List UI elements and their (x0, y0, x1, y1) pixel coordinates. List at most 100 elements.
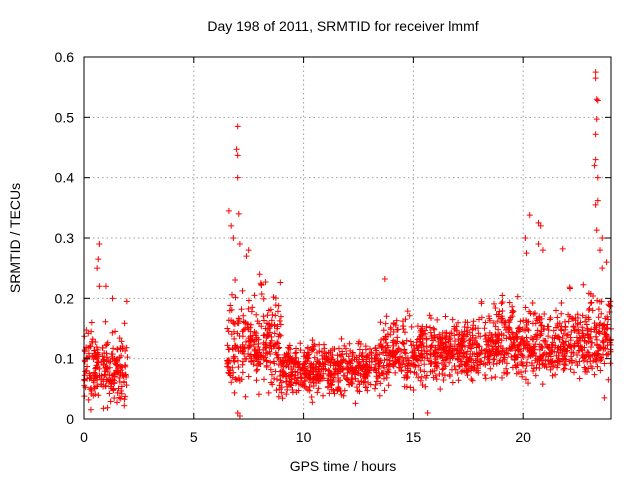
data-point (481, 354, 488, 361)
data-point (545, 323, 552, 330)
data-point (236, 315, 243, 322)
data-point (554, 364, 561, 371)
data-point (481, 325, 488, 332)
data-point (374, 351, 381, 358)
data-point (88, 319, 95, 326)
data-point (428, 360, 435, 367)
data-point (394, 326, 401, 333)
data-point (275, 361, 282, 368)
data-point (594, 297, 601, 304)
y-tick-label: 0.6 (55, 49, 75, 65)
data-point (468, 376, 475, 383)
data-point (451, 332, 458, 339)
data-point (599, 351, 606, 358)
data-point (594, 363, 601, 370)
data-point (490, 361, 497, 368)
data-point (229, 364, 236, 371)
data-point (277, 313, 284, 320)
data-point (452, 338, 459, 345)
data-point (274, 339, 281, 346)
data-point (503, 365, 510, 372)
data-point (246, 344, 253, 351)
data-point (320, 375, 327, 382)
data-point (385, 382, 392, 389)
data-point (314, 358, 321, 365)
data-point (265, 307, 272, 314)
y-tick-label: 0.5 (55, 109, 75, 125)
data-point (510, 308, 517, 315)
data-point (422, 374, 429, 381)
data-point (486, 337, 493, 344)
data-point (272, 302, 279, 309)
data-point (589, 365, 596, 372)
data-point (267, 359, 274, 366)
data-point (233, 146, 240, 153)
data-point (116, 374, 123, 381)
data-point (234, 152, 241, 159)
data-point (274, 354, 281, 361)
data-point (442, 363, 449, 370)
data-point (311, 341, 318, 348)
data-point (574, 362, 581, 369)
data-point (491, 300, 498, 307)
data-point (230, 369, 237, 376)
data-point (441, 372, 448, 379)
data-point (602, 315, 609, 322)
data-point (235, 364, 242, 371)
data-point (362, 375, 369, 382)
data-point (459, 343, 466, 350)
data-point (512, 354, 519, 361)
data-point (519, 326, 526, 333)
data-point (586, 352, 593, 359)
data-point (286, 356, 293, 363)
data-point (411, 353, 418, 360)
data-point (402, 372, 409, 379)
data-point (464, 361, 471, 368)
data-point (304, 367, 311, 374)
data-point (469, 332, 476, 339)
data-point (589, 352, 596, 359)
data-point (455, 377, 462, 384)
data-point (112, 328, 119, 335)
data-point (526, 212, 533, 219)
data-point (387, 351, 394, 358)
data-point (232, 277, 239, 284)
data-point (347, 360, 354, 367)
data-point (464, 372, 471, 379)
data-point (523, 342, 530, 349)
data-point (362, 366, 369, 373)
data-point (554, 314, 561, 321)
data-point (403, 383, 410, 390)
data-point (530, 365, 537, 372)
data-point (501, 349, 508, 356)
data-point (384, 356, 391, 363)
data-point (498, 300, 505, 307)
data-point (562, 323, 569, 330)
data-point (483, 338, 490, 345)
data-point (487, 351, 494, 358)
data-point (300, 353, 307, 360)
y-tick-label: 0.2 (55, 290, 75, 306)
data-point (568, 349, 575, 356)
data-point (89, 336, 96, 343)
data-point (411, 346, 418, 353)
data-point (595, 314, 602, 321)
data-point (284, 351, 291, 358)
data-point (579, 312, 586, 319)
data-point (530, 344, 537, 351)
data-point (94, 376, 101, 383)
data-point (328, 386, 335, 393)
data-point (509, 364, 516, 371)
y-tick-label: 0.3 (55, 230, 75, 246)
x-tick-label: 15 (406, 429, 422, 445)
data-point (564, 347, 571, 354)
data-point (592, 131, 599, 138)
data-point (580, 332, 587, 339)
data-point (547, 353, 554, 360)
data-point (575, 347, 582, 354)
data-point (95, 256, 102, 263)
data-point (552, 307, 559, 314)
y-tick-label: 0.1 (55, 351, 75, 367)
data-point (593, 329, 600, 336)
data-point (87, 374, 94, 381)
